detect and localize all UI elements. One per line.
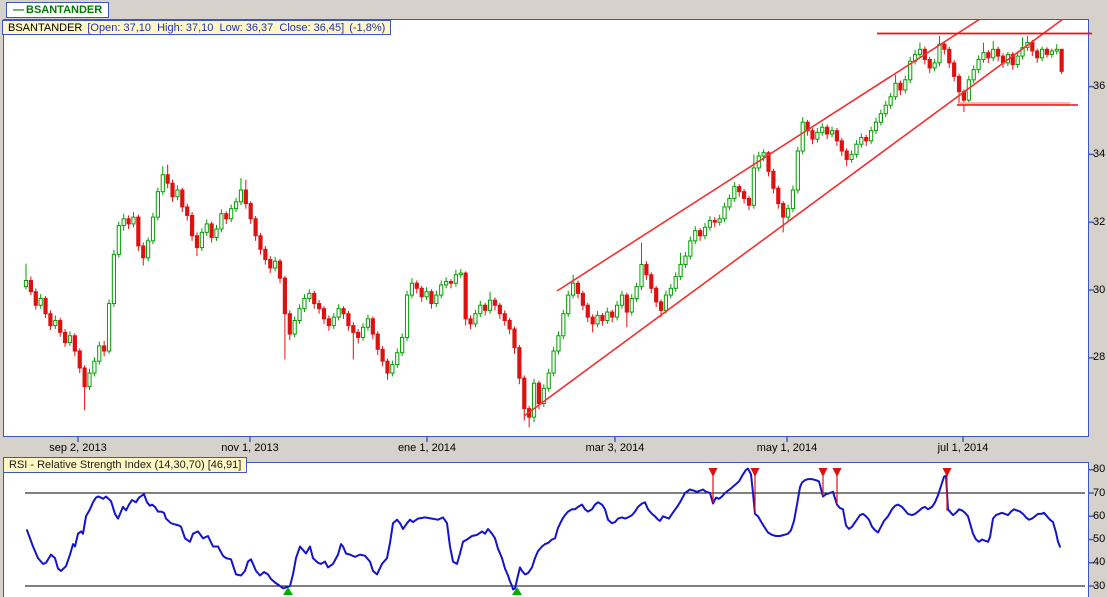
rsi-axis-label: 80: [1093, 463, 1106, 476]
price-axis-label: 30: [1093, 283, 1106, 296]
main-chart-panel[interactable]: [3, 19, 1089, 437]
rsi-axis-label: 70: [1093, 486, 1106, 499]
series-line-icon: —: [13, 4, 24, 16]
date-axis-label: nov 1, 2013: [221, 442, 279, 454]
info-symbol: BSANTANDER: [8, 21, 83, 34]
series-legend-label: BSANTANDER: [26, 4, 103, 16]
price-axis-label: 32: [1093, 215, 1106, 228]
rsi-indicator-panel[interactable]: [3, 462, 1089, 597]
rsi-axis-label: 30: [1093, 579, 1106, 592]
info-change-percent: (-1,8%): [349, 21, 386, 34]
info-ohlc-values: [Open: 37,10 High: 37,10 Low: 36,37 Clos…: [87, 21, 345, 34]
rsi-indicator-label: RSI - Relative Strength Index (14,30,70)…: [3, 457, 248, 473]
rsi-axis-label: 40: [1093, 556, 1106, 569]
price-axis-label: 28: [1093, 351, 1106, 364]
date-axis-label: sep 2, 2013: [49, 442, 107, 454]
date-axis-label: ene 1, 2014: [397, 442, 457, 454]
price-axis-label: 34: [1093, 147, 1106, 160]
rsi-axis-label: 60: [1093, 509, 1106, 522]
price-axis-label: 36: [1093, 80, 1106, 93]
date-axis-label: may 1, 2014: [756, 442, 818, 454]
rsi-axis-label: 50: [1093, 533, 1106, 545]
rsi-label-text: RSI - Relative Strength Index (14,30,70)…: [9, 459, 242, 471]
series-legend-chip[interactable]: — BSANTANDER: [6, 2, 110, 18]
date-axis-label: jul 1, 2014: [937, 442, 989, 454]
ohlc-info-bar: BSANTANDER [Open: 37,10 High: 37,10 Low:…: [2, 20, 392, 35]
date-axis-label: mar 3, 2014: [585, 442, 645, 454]
